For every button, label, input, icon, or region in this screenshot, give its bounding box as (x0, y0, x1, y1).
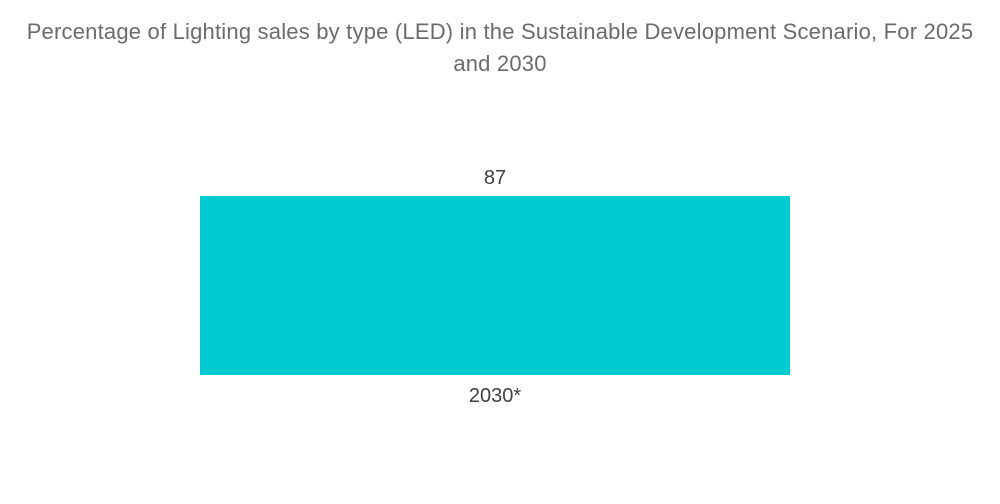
chart-title: Percentage of Lighting sales by type (LE… (26, 19, 974, 76)
bar-value-label: 87 (483, 166, 507, 189)
bar-2030 (200, 195, 790, 375)
x-axis-category-label: 2030* (468, 385, 522, 407)
